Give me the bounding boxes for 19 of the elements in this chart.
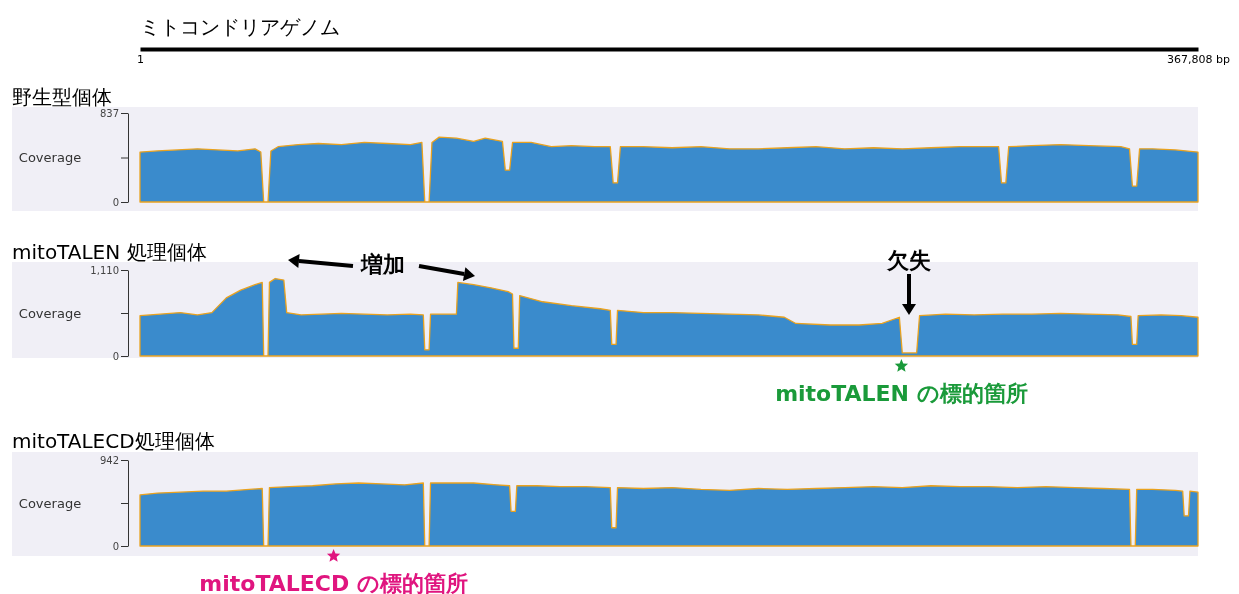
y-axis-title: Coverage [18, 150, 82, 166]
chart-title: mitoTALECD処理個体 [12, 429, 215, 453]
chart-title: mitoTALEN 処理個体 [12, 240, 207, 264]
annotation: 増加 [360, 251, 405, 277]
y-tick-label: 942 [99, 454, 119, 466]
chart-title: 野生型個体 [12, 85, 112, 109]
y-tick-label: 837 [99, 107, 119, 119]
x-axis-title: ミトコンドリアゲノム [140, 15, 340, 39]
x-tick-label: 367,808 bp [1167, 52, 1230, 66]
annotation: 欠失 [886, 248, 931, 273]
annotation: mitoTALEN の標的箇所 [775, 381, 1028, 406]
y-tick-label: 0 [112, 196, 119, 208]
y-tick-label: 0 [112, 350, 119, 362]
y-axis-title: Coverage [18, 305, 82, 321]
x-tick-label: 1 [137, 52, 144, 66]
y-axis-title: Coverage [18, 495, 82, 511]
y-tick-label: 1,110 [90, 264, 119, 276]
y-tick-label: 0 [112, 540, 119, 552]
annotation: mitoTALECD の標的箇所 [199, 571, 468, 594]
